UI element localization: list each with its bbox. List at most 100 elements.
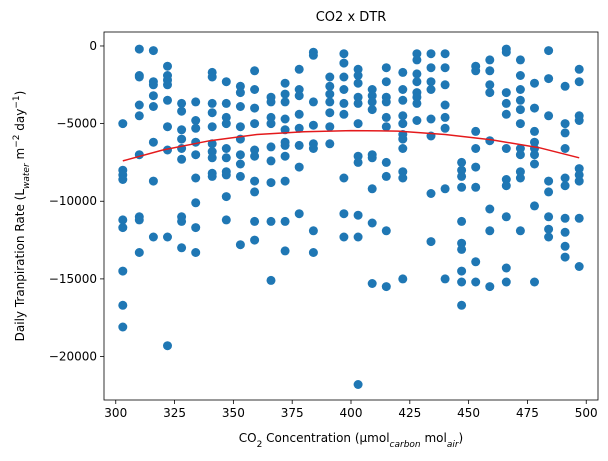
data-point xyxy=(440,123,450,133)
data-point xyxy=(148,91,158,101)
data-point xyxy=(530,126,539,136)
data-point xyxy=(485,204,495,214)
data-point xyxy=(339,232,349,242)
data-point xyxy=(118,300,128,310)
data-point xyxy=(207,108,217,118)
data-point xyxy=(574,164,584,174)
data-point xyxy=(485,80,495,90)
data-point xyxy=(191,198,201,208)
data-point xyxy=(280,89,290,99)
data-point xyxy=(515,173,525,183)
data-point xyxy=(235,240,245,250)
data-point xyxy=(250,85,260,94)
data-point xyxy=(134,72,144,82)
data-point xyxy=(501,277,511,287)
data-point xyxy=(560,173,570,183)
data-point xyxy=(339,49,349,59)
data-point xyxy=(471,257,481,267)
data-point xyxy=(235,81,245,91)
data-point xyxy=(177,134,187,144)
data-point xyxy=(280,78,290,88)
data-point xyxy=(412,49,422,59)
data-point xyxy=(544,111,554,121)
data-point xyxy=(367,153,377,163)
x-tick-label: 325 xyxy=(163,406,186,420)
data-point xyxy=(381,282,391,292)
data-point xyxy=(353,151,363,161)
data-point xyxy=(530,137,539,147)
y-tick-label: 0 xyxy=(89,39,97,53)
data-point xyxy=(353,78,363,88)
data-point xyxy=(440,274,450,284)
data-point xyxy=(221,192,231,202)
data-point xyxy=(148,102,158,111)
data-point xyxy=(134,44,144,54)
data-point xyxy=(339,72,349,82)
data-point xyxy=(250,176,260,186)
data-point xyxy=(250,235,260,245)
data-point xyxy=(191,173,201,183)
data-point xyxy=(367,279,377,288)
data-point xyxy=(191,248,201,257)
data-point xyxy=(381,122,391,132)
data-point xyxy=(574,176,584,186)
data-point xyxy=(353,71,363,80)
x-tick-label: 475 xyxy=(516,406,539,420)
data-point xyxy=(471,66,481,76)
data-point xyxy=(398,119,408,129)
data-point xyxy=(471,277,481,287)
data-point xyxy=(515,167,525,177)
data-point xyxy=(191,150,201,160)
data-point xyxy=(412,55,422,65)
data-point xyxy=(280,176,290,186)
y-tick-label: −20000 xyxy=(49,350,97,364)
data-point xyxy=(457,244,467,254)
data-point xyxy=(221,119,231,129)
data-point xyxy=(325,81,335,91)
data-point xyxy=(177,154,187,164)
y-tick-label: −10000 xyxy=(49,194,97,208)
data-point xyxy=(457,171,467,181)
data-point xyxy=(501,144,511,153)
data-point xyxy=(426,237,436,247)
data-point xyxy=(544,212,554,222)
data-point xyxy=(485,226,495,236)
data-point xyxy=(148,232,158,242)
data-point xyxy=(353,157,363,167)
y-tick-label: −5000 xyxy=(56,117,97,131)
data-point xyxy=(235,159,245,169)
x-tick-label: 350 xyxy=(222,406,245,420)
data-point xyxy=(339,109,349,119)
data-point xyxy=(515,150,525,160)
data-point xyxy=(163,61,172,71)
data-point xyxy=(560,252,570,262)
data-point xyxy=(339,98,349,108)
data-point xyxy=(207,153,217,163)
data-point xyxy=(485,88,495,98)
data-point xyxy=(398,67,408,77)
data-point xyxy=(325,89,335,99)
data-point xyxy=(426,63,436,73)
data-point xyxy=(501,175,511,184)
x-tick-label: 400 xyxy=(340,406,363,420)
data-point xyxy=(280,151,290,161)
data-point xyxy=(308,248,318,257)
data-point xyxy=(294,109,304,119)
data-point xyxy=(501,98,511,108)
data-point xyxy=(398,173,408,183)
data-point xyxy=(148,46,158,56)
data-point xyxy=(235,88,245,98)
fit-curve-line xyxy=(122,129,580,162)
data-point xyxy=(515,71,525,80)
data-point xyxy=(177,98,187,108)
data-point xyxy=(574,213,584,223)
data-point xyxy=(177,216,187,226)
data-point xyxy=(457,216,467,226)
data-point xyxy=(207,147,217,157)
y-axis-ticks: 0 −5000 −10000 −15000 −20000 xyxy=(49,39,104,364)
data-point xyxy=(367,91,377,101)
data-point xyxy=(221,153,231,163)
data-point xyxy=(440,100,450,110)
data-point xyxy=(574,116,584,125)
